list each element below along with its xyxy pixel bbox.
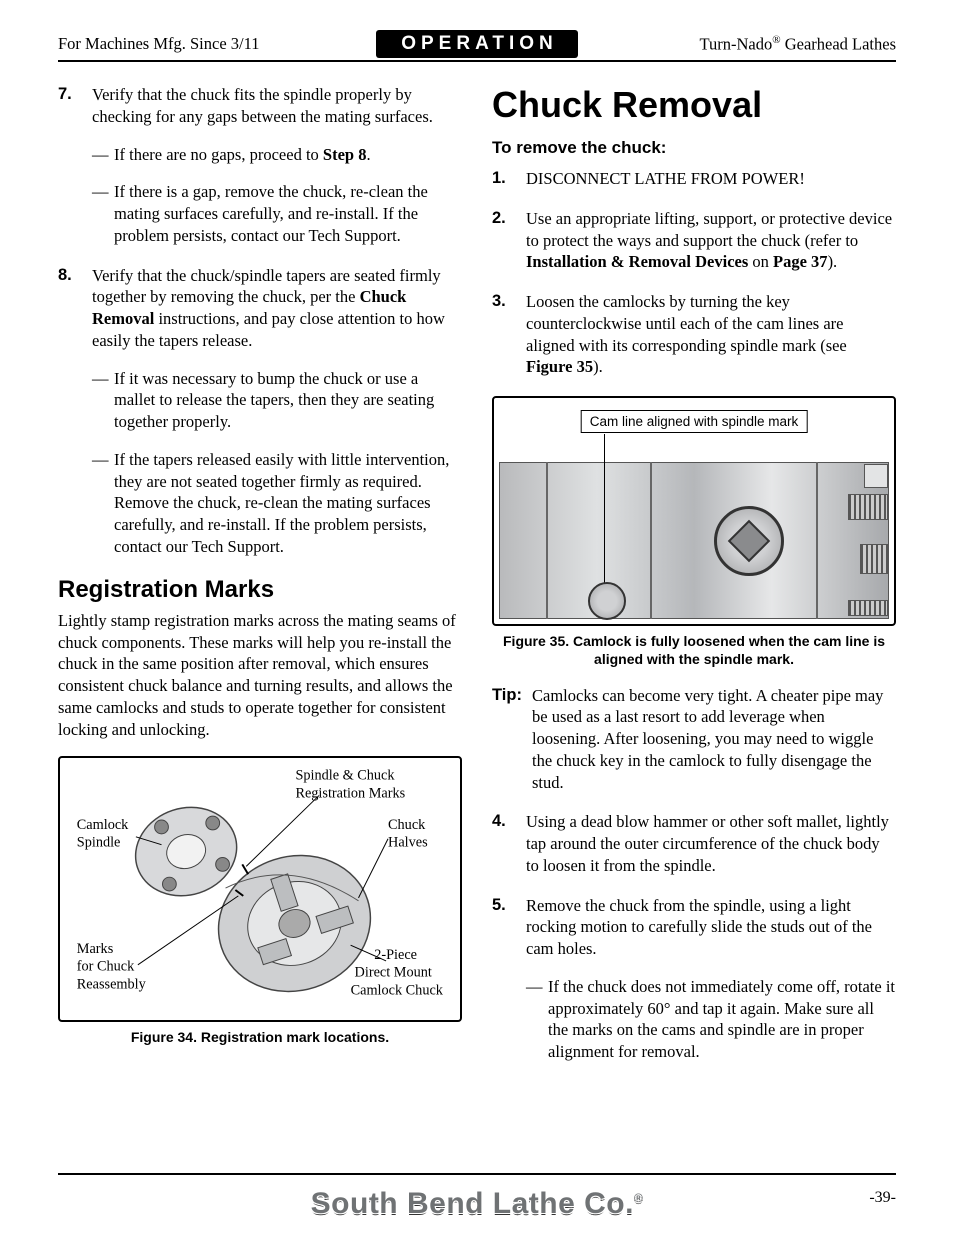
dash-mark-icon: —: [92, 181, 114, 246]
step-body: Remove the chuck from the spindle, using…: [526, 895, 896, 1063]
figure-35-box: Cam line aligned with spindle mark: [492, 396, 896, 626]
to-remove-lead: To remove the chuck:: [492, 138, 896, 158]
footer-rule: [58, 1173, 896, 1175]
registration-marks-para: Lightly stamp registration marks across …: [58, 610, 462, 741]
two-column-layout: 7. Verify that the chuck fits the spindl…: [58, 84, 896, 1081]
header-right: Turn-Nado® Gearhead Lathes: [578, 34, 896, 55]
remove-step-5: 5. Remove the chuck from the spindle, us…: [492, 895, 896, 1063]
step-number: 5.: [492, 895, 526, 1063]
fig34-label-2p-l2: Direct Mount: [355, 965, 432, 981]
tip-body: Camlocks can become very tight. A cheate…: [532, 685, 896, 794]
dash-body: If there are no gaps, proceed to Step 8.: [114, 144, 462, 166]
s3-bold: Figure 35: [526, 357, 593, 376]
fig35-machinery: [499, 462, 889, 619]
fig35-grill-icon: [848, 494, 888, 520]
dash-a-prefix: If there are no gaps, proceed to: [114, 145, 323, 164]
figure-34-box: Camlock Spindle Marks for Chuck Reassemb…: [58, 756, 462, 1022]
s2-suffix: ).: [828, 252, 838, 271]
fig35-edge: [816, 462, 818, 619]
remove-step-3: 3. Loosen the camlocks by turning the ke…: [492, 291, 896, 378]
s2-bold1: Installation & Removal Devices: [526, 252, 748, 271]
step-body: Loosen the camlocks by turning the key c…: [526, 291, 896, 378]
dash-mark-icon: —: [92, 368, 114, 433]
dash-a-suffix: .: [366, 145, 370, 164]
remove-step-5-dash: — If the chuck does not immediately come…: [526, 976, 896, 1063]
step-number: 4.: [492, 811, 526, 876]
s5-body: Remove the chuck from the spindle, using…: [526, 896, 872, 959]
step-number: 2.: [492, 208, 526, 273]
fig35-grill-icon: [860, 544, 888, 574]
registration-marks-heading: Registration Marks: [58, 576, 462, 604]
s3-suffix: ).: [593, 357, 603, 376]
dash-a-bold: Step 8: [323, 145, 367, 164]
step-body: Verify that the chuck/spindle tapers are…: [92, 265, 462, 558]
step-body: DISCONNECT LATHE FROM POWER!: [526, 168, 896, 190]
fig35-grill-icon: [848, 600, 888, 616]
dash-mark-icon: —: [92, 449, 114, 558]
dash-mark-icon: —: [526, 976, 548, 1063]
step-body: Use an appropriate lifting, support, or …: [526, 208, 896, 273]
tip-row: Tip: Camlocks can become very tight. A c…: [492, 685, 896, 794]
fig35-camlock-large-icon: [714, 506, 784, 576]
step-number: 1.: [492, 168, 526, 190]
fig34-label-marks-l2: for Chuck: [77, 959, 135, 975]
fig34-label-marks-l3: Reassembly: [77, 977, 147, 993]
dash-body: If it was necessary to bump the chuck or…: [114, 368, 462, 433]
dash-body: If there is a gap, remove the chuck, re-…: [114, 181, 462, 246]
step-number: 7.: [58, 84, 92, 247]
right-column: Chuck Removal To remove the chuck: 1. DI…: [492, 84, 896, 1081]
fig34-label-camlock-l2: Spindle: [77, 835, 121, 851]
fig34-label-chuck-l2: Halves: [388, 835, 428, 851]
fig35-camlock-small-icon: [588, 582, 626, 620]
step-7-text: Verify that the chuck fits the spindle p…: [92, 85, 433, 126]
step-body: Verify that the chuck fits the spindle p…: [92, 84, 462, 247]
header-section-pill: OPERATION: [376, 30, 578, 58]
fig35-edge: [650, 462, 652, 619]
fig35-label-box: Cam line aligned with spindle mark: [581, 410, 808, 433]
header-right-suffix: Gearhead Lathes: [781, 34, 896, 53]
header-left: For Machines Mfg. Since 3/11: [58, 34, 376, 54]
step-7-dash-b: — If there is a gap, remove the chuck, r…: [92, 181, 462, 246]
tip-label: Tip:: [492, 685, 532, 794]
page-header: For Machines Mfg. Since 3/11 OPERATION T…: [58, 30, 896, 62]
step-7: 7. Verify that the chuck fits the spindl…: [58, 84, 462, 247]
step-8-dash-b: — If the tapers released easily with lit…: [92, 449, 462, 558]
remove-step-1: 1. DISCONNECT LATHE FROM POWER!: [492, 168, 896, 190]
step-8-dash-a: — If it was necessary to bump the chuck …: [92, 368, 462, 433]
fig34-label-2p-l3: Camlock Chuck: [351, 983, 444, 999]
fig34-label-2p-l1: 2-Piece: [374, 947, 417, 963]
registered-mark-icon: ®: [634, 1191, 643, 1205]
fig35-edge: [546, 462, 548, 619]
dash-body: If the tapers released easily with littl…: [114, 449, 462, 558]
step-7-dash-a: — If there are no gaps, proceed to Step …: [92, 144, 462, 166]
s2-mid: on: [748, 252, 773, 271]
chuck-removal-title: Chuck Removal: [492, 84, 896, 126]
fig34-label-chuck-l1: Chuck: [388, 817, 426, 833]
dash-mark-icon: —: [92, 144, 114, 166]
fig35-block-icon: [864, 464, 888, 488]
fig34-label-screg-l1: Spindle & Chuck: [295, 768, 395, 784]
s2-bold2: Page 37: [773, 252, 828, 271]
page-number: -39-: [869, 1189, 896, 1207]
s2-prefix: Use an appropriate lifting, support, or …: [526, 209, 892, 250]
fig34-label-screg-l2: Registration Marks: [295, 786, 405, 802]
fig34-label-marks-l1: Marks: [77, 941, 114, 957]
figure-35-caption: Figure 35. Camlock is fully loosened whe…: [492, 632, 896, 668]
dash-body: If the chuck does not immediately come o…: [548, 976, 896, 1063]
figure-34-caption: Figure 34. Registration mark locations.: [58, 1028, 462, 1046]
brand-footer: South Bend Lathe Co.®: [0, 1187, 954, 1221]
brand-text: South Bend Lathe Co.: [311, 1187, 634, 1220]
registered-mark-icon: ®: [772, 34, 780, 46]
remove-step-2: 2. Use an appropriate lifting, support, …: [492, 208, 896, 273]
s3-prefix: Loosen the camlocks by turning the key c…: [526, 292, 847, 355]
step-8: 8. Verify that the chuck/spindle tapers …: [58, 265, 462, 558]
left-column: 7. Verify that the chuck fits the spindl…: [58, 84, 462, 1081]
header-right-prefix: Turn-Nado: [699, 34, 772, 53]
step-number: 8.: [58, 265, 92, 558]
remove-step-4: 4. Using a dead blow hammer or other sof…: [492, 811, 896, 876]
step-body: Using a dead blow hammer or other soft m…: [526, 811, 896, 876]
fig35-pointer-line: [604, 434, 605, 604]
step-number: 3.: [492, 291, 526, 378]
fig34-label-camlock-l1: Camlock: [77, 817, 129, 833]
